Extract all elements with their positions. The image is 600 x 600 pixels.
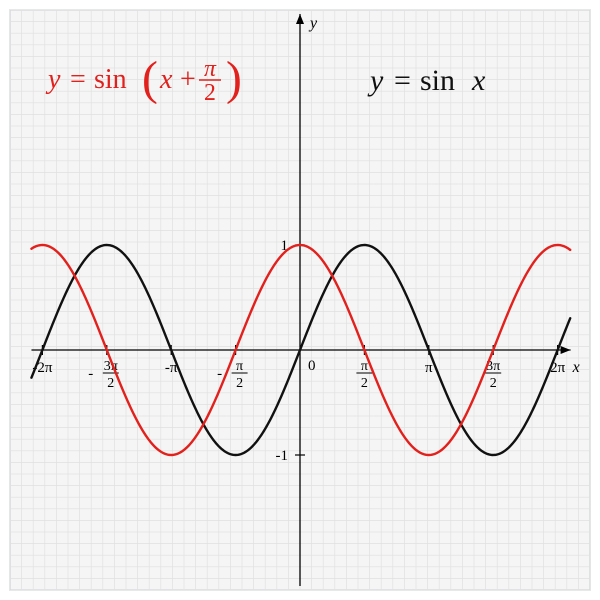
svg-text:π: π	[204, 56, 217, 82]
svg-text:(: (	[142, 53, 158, 105]
svg-text:y: y	[45, 64, 61, 95]
figure-container: xy0-2π-3π2-π-π2π2π3π22π1-1y=sin(x+π2)y=s…	[0, 0, 600, 600]
origin-label: 0	[308, 358, 316, 374]
svg-text:=: =	[70, 64, 86, 95]
svg-text:2: 2	[236, 376, 243, 391]
svg-text:-: -	[88, 366, 93, 382]
svg-text:+: +	[180, 64, 196, 95]
svg-text:): )	[226, 53, 242, 105]
svg-text:2: 2	[204, 80, 216, 106]
x-tick-label: π	[425, 360, 433, 376]
svg-text:π: π	[361, 359, 368, 374]
svg-text:=: =	[394, 64, 411, 97]
svg-text:-: -	[217, 366, 222, 382]
svg-text:sin: sin	[94, 64, 127, 95]
svg-text:y: y	[367, 64, 384, 97]
plot-svg: xy0-2π-3π2-π-π2π2π3π22π1-1y=sin(x+π2)y=s…	[0, 0, 600, 600]
x-axis-label: x	[572, 359, 580, 376]
svg-text:2: 2	[490, 376, 497, 391]
svg-text:2: 2	[107, 376, 114, 391]
y-tick-label: -1	[276, 448, 289, 464]
svg-text:sin: sin	[420, 64, 455, 97]
svg-text:2: 2	[361, 376, 368, 391]
svg-text:π: π	[236, 359, 243, 374]
svg-text:x: x	[159, 64, 173, 95]
y-axis-label: y	[308, 15, 318, 32]
svg-text:x: x	[471, 64, 486, 97]
